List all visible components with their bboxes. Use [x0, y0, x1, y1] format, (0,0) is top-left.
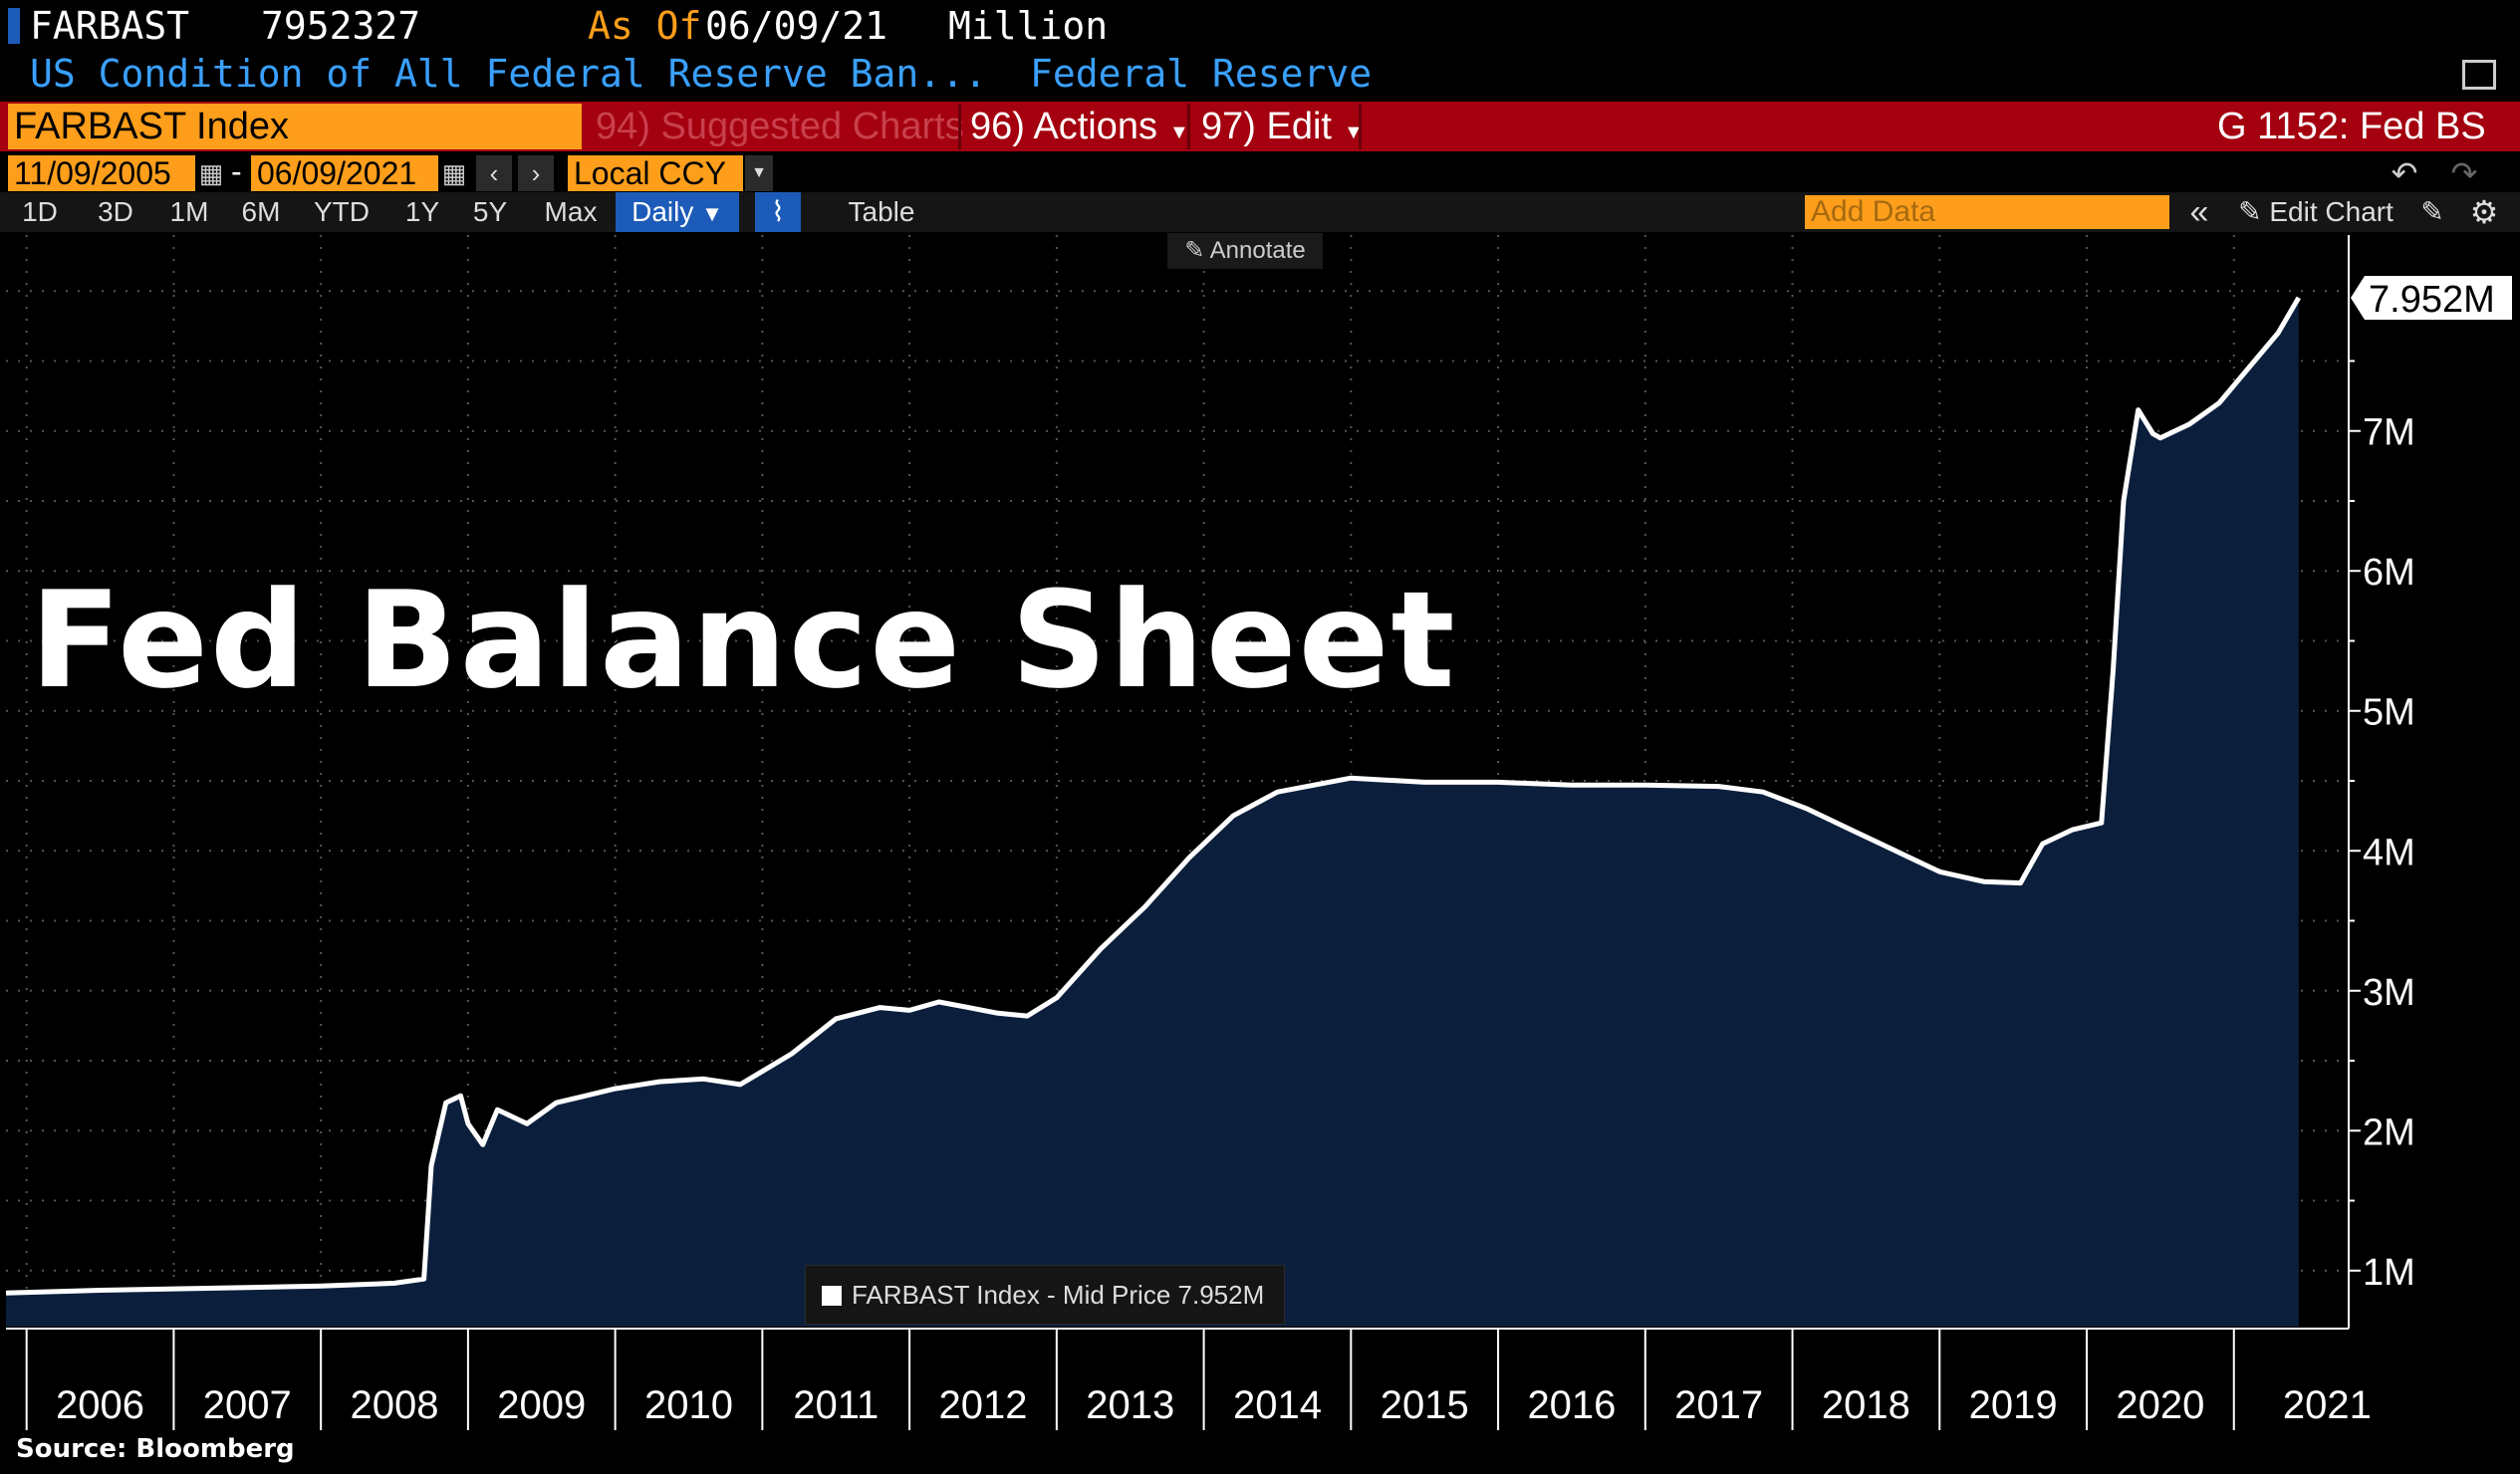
- security-description: US Condition of All Federal Reserve Ban.…: [30, 52, 987, 96]
- x-tick-label: 2015: [1381, 1383, 1469, 1427]
- series-area: [6, 297, 2299, 1327]
- period-5y-button[interactable]: 5Y: [472, 196, 508, 227]
- calendar-icon[interactable]: ▦: [197, 155, 225, 191]
- export-icon[interactable]: [2462, 60, 2496, 90]
- chevron-down-icon: ▼: [1169, 122, 1189, 143]
- y-tick-label: 3M: [2363, 972, 2415, 1014]
- date-dash: -: [231, 153, 242, 189]
- x-tick-label: 2007: [203, 1383, 292, 1427]
- pencil-icon: ✎: [1184, 237, 1205, 264]
- annotate-button[interactable]: ✎ Annotate: [1167, 233, 1323, 269]
- x-tick-label: 2016: [1527, 1383, 1616, 1427]
- y-tick-label: 7M: [2363, 412, 2415, 454]
- edit-chart-button[interactable]: ✎ Edit Chart: [2227, 192, 2404, 232]
- collapse-icon[interactable]: «: [2189, 193, 2209, 231]
- as-of-label: As Of: [588, 4, 702, 48]
- last-value-label: 7.952M: [2369, 279, 2495, 321]
- header-ticker: FARBAST: [30, 4, 190, 48]
- end-date-field[interactable]: 06/09/2021: [251, 155, 438, 191]
- security-input[interactable]: FARBAST Index: [8, 104, 582, 149]
- annotate-label: Annotate: [1209, 237, 1306, 264]
- source-org: Federal Reserve: [1030, 52, 1373, 96]
- x-tick-label: 2017: [1674, 1383, 1763, 1427]
- divider: [1187, 104, 1190, 149]
- actions-menu-button[interactable]: 96) Actions ▼: [970, 104, 1189, 149]
- x-tick-label: 2020: [2116, 1383, 2204, 1427]
- y-tick-label: 4M: [2363, 832, 2415, 873]
- chevron-left-icon[interactable]: ‹: [476, 155, 512, 191]
- x-tick-label: 2013: [1086, 1383, 1174, 1427]
- period-1d-button[interactable]: 1D: [22, 196, 58, 227]
- security-header: FARBAST 7952327 As Of 06/09/21 Million U…: [0, 0, 2520, 100]
- chevron-down-icon[interactable]: ▼: [745, 155, 773, 191]
- divider: [1359, 104, 1362, 149]
- x-tick-label: 2019: [1969, 1383, 2058, 1427]
- units-label: Million: [948, 4, 1109, 48]
- chevron-right-icon[interactable]: ›: [518, 155, 554, 191]
- add-data-input[interactable]: Add Data: [1805, 195, 2169, 229]
- period-max-button[interactable]: Max: [544, 196, 598, 227]
- table-button[interactable]: Table: [848, 196, 915, 227]
- y-tick-label: 5M: [2363, 692, 2415, 734]
- edit-icon[interactable]: ✎: [2420, 196, 2444, 227]
- y-tick-label: 6M: [2363, 552, 2415, 594]
- series-line: [5, 296, 2301, 1296]
- undo-icon[interactable]: ↶: [2387, 155, 2422, 191]
- header-last-value: 7952327: [261, 4, 421, 48]
- pencil-icon: ✎: [2238, 196, 2262, 227]
- chevron-down-icon: ▼: [1343, 122, 1364, 143]
- edit-chart-label: Edit Chart: [2269, 196, 2394, 227]
- legend-label: FARBAST Index - Mid Price 7.952M: [852, 1280, 1265, 1310]
- actions-label: 96) Actions: [970, 106, 1157, 147]
- source-note: Source: Bloomberg: [16, 1434, 295, 1464]
- overlay-title: Fed Balance Sheet: [30, 563, 1457, 718]
- edit-label: 97) Edit: [1201, 106, 1332, 147]
- period-3d-button[interactable]: 3D: [98, 196, 133, 227]
- currency-select[interactable]: Local CCY: [568, 155, 743, 191]
- x-tick-label: 2021: [2283, 1383, 2372, 1427]
- redo-icon[interactable]: ↷: [2446, 155, 2482, 191]
- x-tick-label: 2008: [351, 1383, 439, 1427]
- x-tick-label: 2011: [793, 1383, 879, 1427]
- frequency-select[interactable]: Daily ▼: [616, 192, 739, 232]
- x-tick-label: 2010: [644, 1383, 733, 1427]
- last-value-marker: [2351, 275, 2512, 320]
- divider: [958, 104, 961, 149]
- chevron-down-icon: ▼: [701, 201, 723, 226]
- period-6m-button[interactable]: 6M: [241, 196, 281, 227]
- as-of-date: 06/09/21: [705, 4, 888, 48]
- gear-icon[interactable]: ⚙: [2469, 194, 2499, 230]
- x-tick-label: 2018: [1822, 1383, 1910, 1427]
- x-tick-label: 2009: [497, 1383, 586, 1427]
- frequency-label: Daily: [631, 196, 694, 227]
- period-1y-button[interactable]: 1Y: [404, 196, 440, 227]
- period-1m-button[interactable]: 1M: [169, 196, 209, 227]
- calendar-icon[interactable]: ▦: [440, 155, 468, 191]
- header-marker: [8, 8, 20, 44]
- start-date-field[interactable]: 11/09/2005: [8, 155, 195, 191]
- chart-id-label: G 1152: Fed BS: [2217, 106, 2486, 147]
- suggested-charts-button[interactable]: 94) Suggested Charts: [596, 106, 964, 147]
- y-tick-label: 2M: [2363, 1111, 2415, 1153]
- period-ytd-button[interactable]: YTD: [314, 196, 370, 227]
- legend-swatch: [822, 1286, 842, 1306]
- y-tick-label: 1M: [2363, 1252, 2415, 1294]
- x-tick-label: 2006: [56, 1383, 144, 1427]
- x-tick-label: 2012: [938, 1383, 1027, 1427]
- line-chart-icon[interactable]: ⌇: [755, 192, 801, 232]
- chart-legend: FARBAST Index - Mid Price 7.952M: [805, 1265, 1285, 1325]
- edit-menu-button[interactable]: 97) Edit ▼: [1201, 104, 1364, 149]
- x-tick-label: 2014: [1233, 1383, 1322, 1427]
